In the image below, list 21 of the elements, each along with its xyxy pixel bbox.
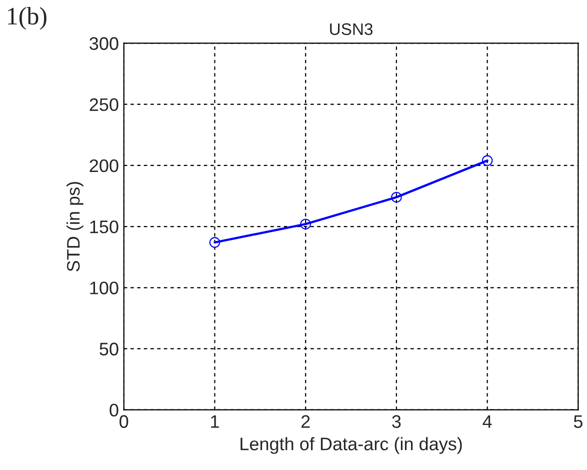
x-axis-title: Length of Data-arc (in days) xyxy=(240,437,462,454)
chart-title: USN3 xyxy=(330,23,373,36)
y-tick-label: 250 xyxy=(90,98,118,112)
point xyxy=(391,192,402,203)
x-tick-label: 4 xyxy=(482,415,492,428)
text: 1(b) xyxy=(8,7,46,30)
y-axis-title: STD (in ps) xyxy=(66,182,84,272)
point xyxy=(300,218,311,230)
point xyxy=(209,237,220,248)
y-tick-label: 100 xyxy=(90,282,118,294)
y-tick-label: 0 xyxy=(110,404,118,417)
x-tick-label: 3 xyxy=(392,415,401,428)
y-tick-label: 300 xyxy=(90,37,118,50)
x-tick-label: 1 xyxy=(211,415,219,428)
point xyxy=(482,155,493,166)
y-tick-label: 150 xyxy=(90,220,118,234)
x-tick-label: 5 xyxy=(574,415,582,428)
y-tick-label: 50 xyxy=(100,342,118,356)
x-tick-label: 2 xyxy=(301,415,310,428)
y-tick-label: 200 xyxy=(90,159,118,172)
x-tick-label: 0 xyxy=(120,415,128,428)
